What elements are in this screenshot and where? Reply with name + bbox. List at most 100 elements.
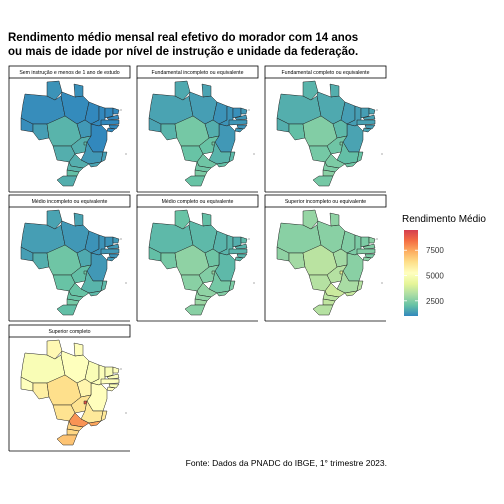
facet-panel: Superior completo [8, 324, 131, 452]
state-rs [184, 304, 206, 316]
state-rs [56, 304, 78, 316]
state-rs [312, 304, 334, 316]
state-rs [184, 175, 206, 187]
legend-tick-label: 7500 [426, 246, 444, 255]
state-es [356, 151, 364, 163]
state-rs [312, 175, 334, 187]
state-al [236, 124, 248, 130]
state-al [108, 253, 120, 259]
legend-colorbar [404, 230, 418, 316]
state-rr [302, 209, 319, 230]
island-marker [120, 368, 122, 370]
state-ro [32, 123, 50, 141]
facet-strip [264, 194, 387, 208]
state-ap [73, 342, 84, 357]
facet-strip [136, 194, 259, 208]
state-rn [112, 366, 120, 374]
state-ce [232, 236, 242, 248]
chart-caption: Fonte: Dados da PNADC do IBGE, 1° trimes… [186, 458, 387, 468]
facet-label: Sem instrução e menos de 1 ano de estudo [19, 70, 119, 76]
state-se [106, 127, 116, 133]
facet-panels: Sem instrução e menos de 1 ano de estudo… [8, 65, 387, 452]
state-pe [228, 119, 248, 126]
state-se [362, 256, 372, 262]
facet-strip [264, 65, 387, 79]
facet-panel: Médio incompleto ou equivalente [8, 194, 131, 322]
legend-ticks: 2500 5000 7500 [404, 246, 444, 306]
facet-panel: Fundamental completo ou equivalente [264, 65, 387, 193]
brazil-map [276, 209, 376, 316]
state-ce [360, 236, 370, 248]
state-se [106, 386, 116, 392]
state-ro [32, 252, 50, 270]
state-al [364, 253, 376, 259]
facet-label: Superior completo [48, 329, 90, 335]
state-ro [288, 123, 306, 141]
state-ce [232, 107, 242, 119]
state-es [228, 151, 236, 163]
state-pe [100, 119, 120, 126]
facet-strip [136, 65, 259, 79]
state-ap [201, 212, 212, 227]
facet-strip [8, 324, 131, 338]
state-rn [112, 236, 120, 244]
island-marker [248, 238, 250, 240]
legend-tick-label: 5000 [426, 272, 444, 281]
state-pe [356, 248, 376, 255]
facet-label: Médio completo ou equivalente [162, 199, 234, 205]
state-pe [228, 248, 248, 255]
facet-label: Fundamental completo ou equivalente [282, 70, 370, 76]
state-al [236, 253, 248, 259]
facet-label: Médio incompleto ou equivalente [32, 199, 108, 205]
state-rr [302, 80, 319, 101]
state-rn [240, 236, 248, 244]
brazil-map [20, 209, 120, 316]
island-marker [376, 238, 378, 240]
state-pe [356, 119, 376, 126]
island-marker [125, 282, 127, 284]
state-rs [56, 175, 78, 187]
brazil-map [276, 80, 376, 187]
state-rn [368, 236, 376, 244]
facet-panel: Sem instrução e menos de 1 ano de estudo [8, 65, 131, 193]
island-marker [253, 153, 255, 155]
state-pr [322, 290, 340, 302]
title-line-1: Rendimento médio mensal real efetivo do … [8, 32, 358, 44]
brazil-map [20, 80, 120, 187]
state-es [100, 280, 108, 292]
state-rr [174, 209, 191, 230]
brazil-map [20, 339, 120, 446]
facet-strip [8, 65, 131, 79]
title-line-2: ou mais de idade por nível de instrução … [8, 46, 358, 58]
state-pb [106, 114, 120, 121]
state-rs [56, 434, 78, 446]
facet-panel: Médio completo ou equivalente [136, 194, 259, 322]
island-marker [125, 153, 127, 155]
facet-label: Fundamental incompleto ou equivalente [152, 70, 244, 76]
state-pb [362, 243, 376, 250]
state-ro [160, 123, 178, 141]
state-es [228, 280, 236, 292]
state-se [362, 127, 372, 133]
island-marker [376, 109, 378, 111]
state-se [234, 127, 244, 133]
chart-title: Rendimento médio mensal real efetivo do … [8, 32, 358, 58]
state-rr [46, 339, 63, 360]
state-al [108, 124, 120, 130]
state-rn [112, 107, 120, 115]
state-pr [194, 290, 212, 302]
state-pr [66, 420, 84, 432]
state-pb [106, 373, 120, 380]
facet-panel: Superior incompleto ou equivalente [264, 194, 387, 322]
state-ap [73, 212, 84, 227]
brazil-map [148, 80, 248, 187]
state-rr [174, 80, 191, 101]
state-ap [201, 83, 212, 98]
state-rj [88, 420, 102, 427]
state-ce [104, 236, 114, 248]
state-es [100, 151, 108, 163]
state-se [234, 256, 244, 262]
island-marker [248, 109, 250, 111]
island-marker [120, 238, 122, 240]
island-marker [120, 109, 122, 111]
